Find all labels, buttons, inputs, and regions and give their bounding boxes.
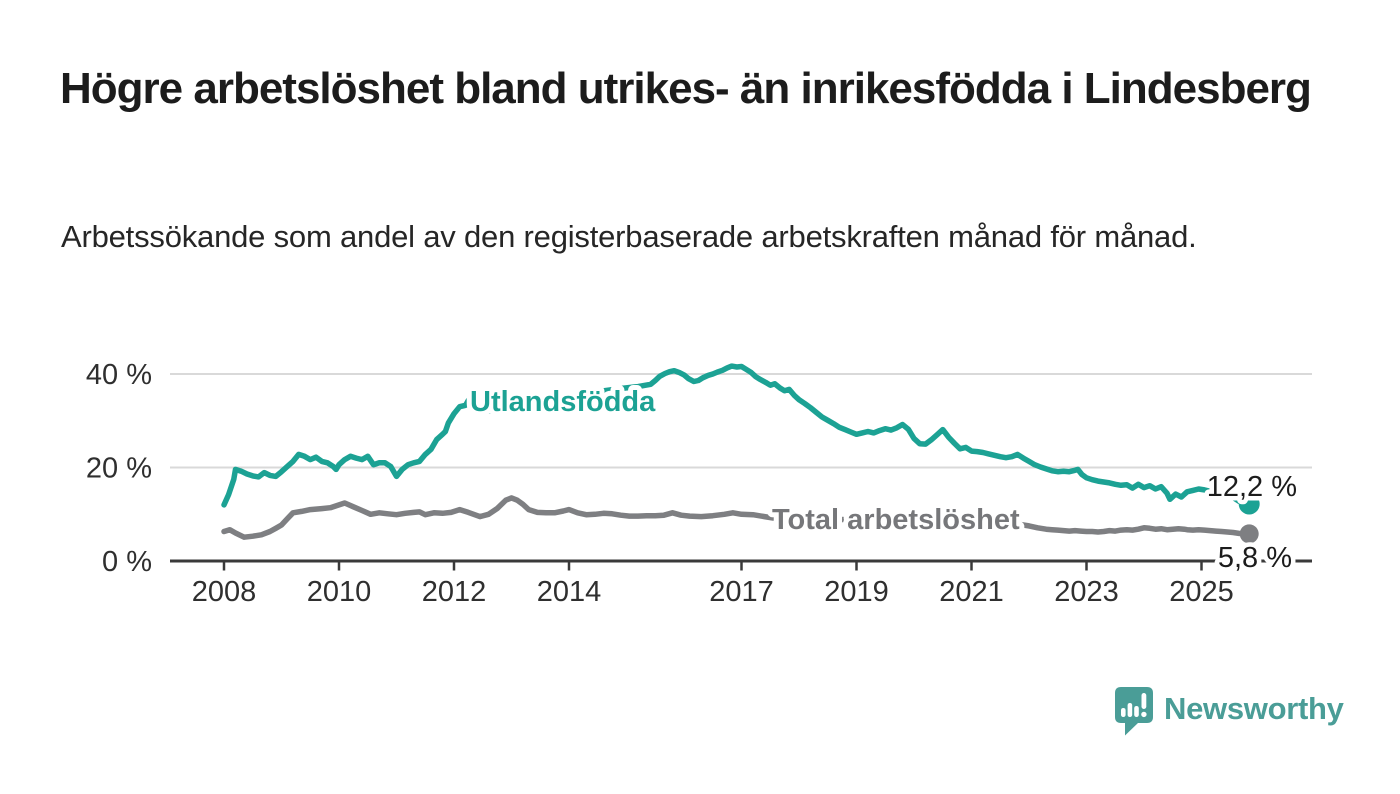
chart-subtitle: Arbetssökande som andel av den registerb… [61, 219, 1197, 254]
x-axis-label-2021: 2021 [939, 576, 1004, 608]
y-axis-label-0: 0 % [102, 546, 152, 578]
end-dots [1238, 493, 1260, 544]
series-label-total-arbetsloshet: Total arbetslöshet [772, 504, 1020, 536]
x-axis-label-2010: 2010 [307, 576, 372, 608]
y-axis-label-40: 40 % [86, 359, 152, 391]
series-line-total-arbetsloshet [221, 495, 1252, 540]
series-line-utlandsfodda [221, 363, 1252, 508]
y-axis-label-20: 20 % [86, 453, 152, 485]
end-value-label-utlandsfodda: 12,2 % [1207, 471, 1297, 503]
axis-tick-labels: 0 % 20 % 40 % 2008 2010 2012 2014 2017 2019 2021 2… [86, 359, 1234, 608]
x-axis-label-2019: 2019 [824, 576, 889, 608]
end-dot-total-arbetsloshet [1239, 524, 1259, 544]
x-axis-label-2017: 2017 [709, 576, 774, 608]
end-dot-utlandsfodda [1238, 493, 1260, 515]
x-axis-label-2023: 2023 [1054, 576, 1119, 608]
newsworthy-logo-text: Newsworthy [1164, 691, 1344, 726]
series-label-utlandsfodda: Utlandsfödda [470, 386, 656, 418]
gridlines [170, 373, 1312, 469]
x-axis-label-2025: 2025 [1169, 576, 1234, 608]
chart-title: Högre arbetslöshet bland utrikes- än inr… [60, 64, 1312, 113]
end-value-label-total: 5,8 % [1218, 542, 1292, 574]
x-axis [170, 559, 1312, 571]
newsworthy-logo-icon [1115, 687, 1153, 736]
x-axis-label-2012: 2012 [422, 576, 487, 608]
series-lines [221, 363, 1252, 540]
x-axis-label-2014: 2014 [537, 576, 602, 608]
x-axis-label-2008: 2008 [192, 576, 257, 608]
